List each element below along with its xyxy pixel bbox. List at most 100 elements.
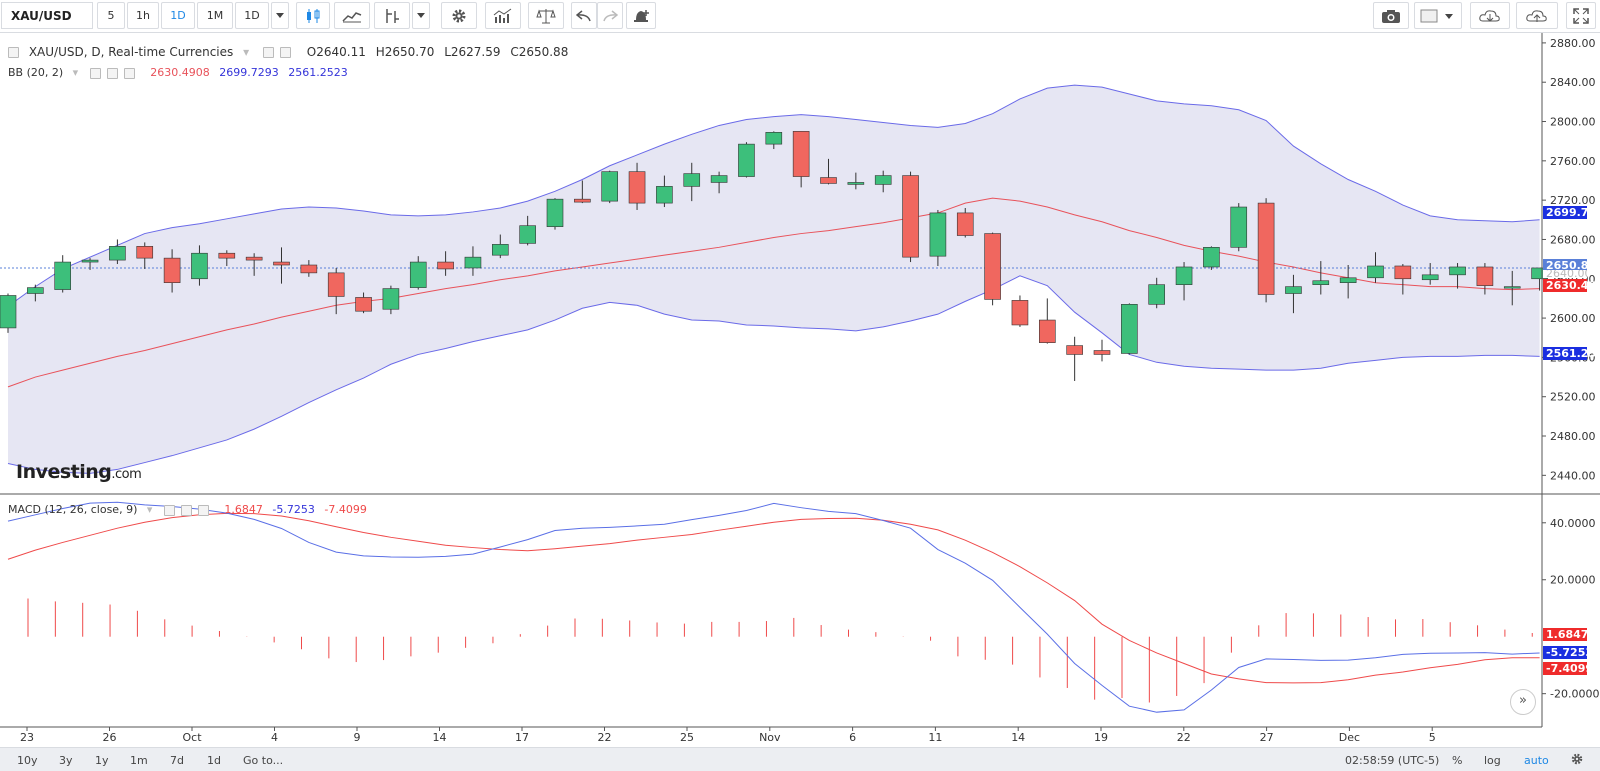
candle-down: [163, 257, 181, 283]
range-3y[interactable]: 3y: [59, 754, 73, 767]
drawing-tools-icon[interactable]: [374, 2, 410, 29]
bb-eye-icon[interactable]: [89, 67, 101, 79]
macd-settings-icon[interactable]: [180, 504, 192, 516]
bb-settings-icon[interactable]: [106, 67, 118, 79]
interval-dropdown[interactable]: 1D: [235, 2, 269, 29]
cloud-download-icon[interactable]: [1470, 2, 1510, 29]
scroll-to-latest-icon[interactable]: »: [1510, 689, 1536, 715]
candle-down: [245, 256, 263, 261]
layout-select[interactable]: [1414, 2, 1462, 29]
price-tick-label: 2600.00: [1550, 312, 1596, 325]
candle-down: [820, 177, 837, 184]
auto-toggle[interactable]: auto: [1524, 754, 1549, 767]
price-tick-label: 2440.00: [1550, 469, 1596, 482]
candle-up: [929, 212, 947, 257]
undo-icon[interactable]: [571, 2, 597, 29]
candles-icon[interactable]: [296, 2, 330, 29]
indicators-icon[interactable]: [485, 2, 521, 29]
percent-toggle[interactable]: %: [1452, 754, 1463, 767]
fullscreen-icon[interactable]: [1566, 2, 1596, 29]
bb-fill: [8, 85, 1540, 474]
bb-legend: BB (20, 2) ▾ 2630.4908 2699.7293 2561.25…: [8, 66, 354, 79]
time-tick-label: 26: [103, 731, 117, 744]
time-tick-label: 17: [515, 731, 529, 744]
candle-up: [409, 261, 427, 288]
bb-upper-line: [7, 84, 1540, 307]
legend-gear-icon[interactable]: [279, 47, 291, 58]
interval-1m[interactable]: 1M: [197, 2, 233, 29]
candle-up: [27, 287, 44, 294]
candle-down: [355, 297, 372, 312]
macd-dropdown-icon[interactable]: ▾: [146, 503, 153, 516]
time-tick-label: 19: [1094, 731, 1108, 744]
bb-upper-value: 2699.7293: [219, 66, 279, 79]
cloud-upload-icon[interactable]: [1516, 2, 1558, 29]
time-tick-label: 25: [680, 731, 694, 744]
range-1m[interactable]: 1m: [130, 754, 148, 767]
alert-bell-icon[interactable]: [626, 2, 656, 29]
legend-settings-icon[interactable]: [262, 47, 274, 58]
redo-icon[interactable]: [597, 2, 623, 29]
camera-icon[interactable]: [1373, 2, 1409, 29]
candle-down: [628, 171, 646, 204]
legend-title: XAU/USD, D, Real-time Currencies: [28, 45, 234, 59]
candle-up: [1421, 274, 1439, 281]
candle-up: [601, 171, 619, 202]
interval-5[interactable]: 5: [97, 2, 125, 29]
candle-up: [710, 175, 728, 183]
logo-suffix: .com: [111, 467, 142, 482]
interval-1d[interactable]: 1D: [161, 2, 195, 29]
legend-dropdown-icon[interactable]: ▾: [243, 45, 250, 59]
bb-close-icon[interactable]: [123, 67, 135, 79]
macd-close-icon[interactable]: [197, 504, 209, 516]
interval-chevron-down-icon[interactable]: [271, 2, 289, 29]
settings-gear-icon[interactable]: [441, 2, 477, 29]
candle-down: [984, 233, 1001, 300]
price-tick-label: 2480.00: [1550, 430, 1596, 443]
candle-up: [847, 182, 865, 185]
candle-up: [1367, 265, 1384, 279]
range-1y[interactable]: 1y: [95, 754, 109, 767]
candle-down: [1039, 319, 1056, 343]
chart-area[interactable]: 2440.002480.002520.002560.002600.002640.…: [0, 33, 1600, 747]
candle-up: [81, 259, 99, 263]
candle-up: [1503, 286, 1521, 289]
range-7d[interactable]: 7d: [170, 754, 184, 767]
price-tick-label: 2520.00: [1550, 391, 1596, 404]
candle-down: [1257, 202, 1275, 295]
time-tick-label: Dec: [1339, 731, 1360, 744]
logo-brand: Investing: [16, 461, 112, 483]
bollinger-bands: [0, 84, 1542, 474]
legend-open: O2640.11: [306, 45, 366, 59]
goto-button[interactable]: Go to...: [243, 754, 284, 767]
bb-dropdown-icon[interactable]: ▾: [72, 66, 79, 79]
macd-tick-label: 40.0000: [1550, 517, 1596, 530]
time-tick-label: 14: [1011, 731, 1025, 744]
macd-legend: MACD (12, 26, close, 9) ▾ 1.6847 -5.7253…: [8, 503, 373, 516]
settings-gear-icon-bottom[interactable]: [1570, 752, 1584, 769]
macd-hist-value: 1.6847: [224, 503, 263, 516]
line-chart-icon[interactable]: [334, 2, 370, 29]
candle-down: [792, 131, 810, 177]
range-10y[interactable]: 10y: [17, 754, 38, 767]
interval-1h[interactable]: 1h: [127, 2, 159, 29]
time-tick-label: 22: [1177, 731, 1191, 744]
candle-up: [765, 132, 783, 145]
drawing-chevron-down-icon[interactable]: [412, 2, 430, 29]
time-tick-label: Nov: [759, 731, 781, 744]
macd-eye-icon[interactable]: [163, 504, 175, 516]
candle-up: [1312, 280, 1330, 285]
symbol-input[interactable]: XAU/USD: [1, 2, 93, 29]
candlesticks: [0, 131, 1548, 381]
macd-line-tag: -5.7253: [1543, 646, 1593, 659]
close-price-tag: 2650.88: [1543, 259, 1596, 272]
price-tick-label: 2880.00: [1550, 37, 1596, 50]
candle-down: [300, 264, 318, 274]
candle-down: [136, 246, 154, 259]
collapse-icon[interactable]: [8, 47, 19, 58]
macd-signal-value: -7.4099: [324, 503, 367, 516]
candle-up: [491, 244, 509, 256]
compare-scale-icon[interactable]: [528, 2, 564, 29]
range-1d[interactable]: 1d: [207, 754, 221, 767]
log-toggle[interactable]: log: [1484, 754, 1501, 767]
